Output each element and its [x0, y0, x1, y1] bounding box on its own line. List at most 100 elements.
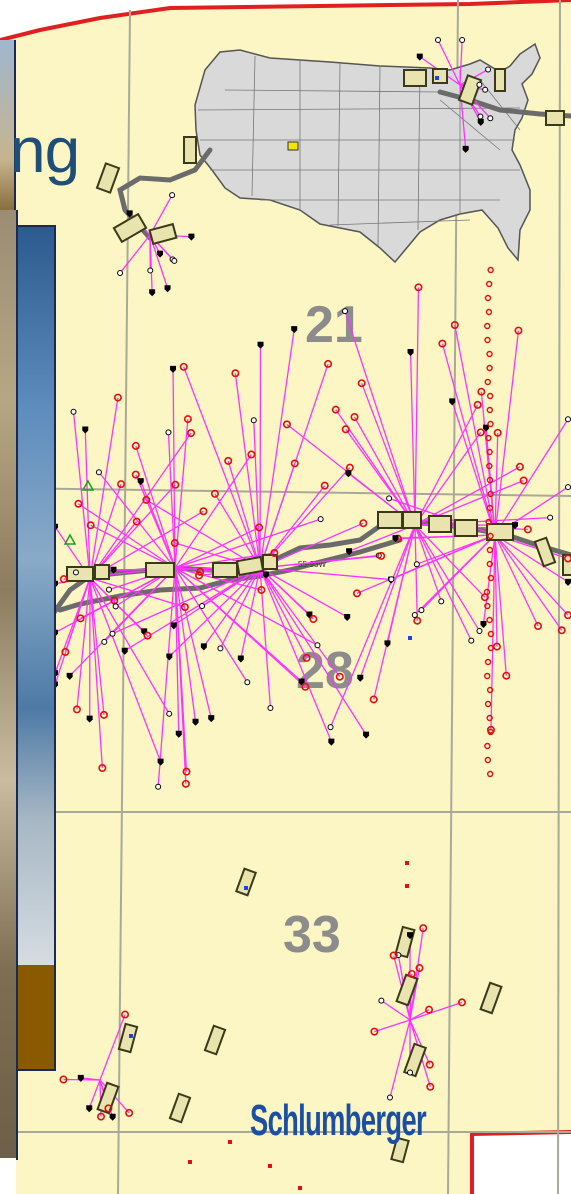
well-black-icon	[449, 398, 456, 406]
well-pad	[183, 136, 197, 164]
well-path	[494, 418, 569, 536]
well-black-icon	[237, 655, 244, 663]
well-red-icon	[450, 321, 459, 330]
well-red-icon	[357, 379, 366, 388]
well-black-icon	[483, 424, 490, 432]
well-open-icon	[217, 645, 224, 652]
well-red-icon	[486, 476, 494, 484]
well-open-icon	[169, 192, 176, 199]
well-red-icon	[183, 415, 192, 424]
well-red-icon	[117, 480, 126, 489]
well-open-icon	[565, 416, 571, 423]
well-black-icon	[137, 478, 144, 486]
well-path	[494, 534, 563, 631]
well-open-icon	[250, 417, 257, 424]
well-red-icon	[199, 507, 208, 516]
well-path	[174, 526, 260, 569]
well-red-icon	[426, 1082, 435, 1091]
well-pad	[94, 564, 110, 580]
well-path	[219, 567, 261, 649]
well-black-icon	[192, 718, 199, 726]
well-black-icon	[157, 758, 164, 766]
well-path	[437, 39, 461, 86]
well-path	[414, 524, 472, 641]
well-blue-icon	[435, 76, 439, 80]
well-path	[494, 432, 499, 536]
well-red-icon	[483, 588, 491, 596]
well-red-icon	[473, 400, 482, 409]
well-pads	[66, 68, 571, 1164]
well-path	[89, 577, 186, 608]
well-path	[494, 534, 569, 583]
well-path	[494, 534, 498, 647]
well-path	[89, 577, 103, 769]
well-black-icon	[82, 426, 89, 434]
well-black-icon	[565, 578, 571, 586]
well-open-icon	[418, 607, 425, 614]
well-red-icon	[359, 519, 368, 528]
well-path	[174, 454, 252, 569]
well-red-icon	[196, 567, 205, 576]
well-path	[253, 420, 261, 569]
well-path	[494, 534, 569, 616]
well-path	[89, 397, 119, 579]
schlumberger-logo: Schlumberger	[250, 1096, 427, 1145]
well-red-icon	[301, 682, 310, 691]
well-red-icon	[493, 428, 502, 437]
well-path	[259, 344, 262, 569]
well-path	[259, 329, 295, 569]
well-pad	[148, 222, 178, 246]
well-path	[76, 577, 91, 710]
well-open-icon	[112, 603, 119, 610]
well-red-icon	[415, 964, 424, 973]
well-path	[359, 524, 416, 679]
well-red-icon	[86, 521, 95, 530]
well-open-icon	[413, 561, 420, 568]
well-pad	[168, 1092, 192, 1124]
well-red-icon	[210, 489, 219, 498]
well-black-icon	[208, 715, 215, 723]
well-path	[259, 567, 308, 659]
well-open-icon	[109, 630, 116, 637]
well-path	[374, 1019, 411, 1033]
well-red-icon	[324, 359, 333, 368]
slide-title-fragment: ng	[10, 114, 80, 186]
well-open-icon	[407, 1069, 414, 1076]
well-path	[361, 382, 416, 526]
well-red-icon	[407, 969, 416, 978]
well-pad	[545, 110, 565, 126]
well-path	[259, 567, 348, 618]
well-black-icon	[346, 548, 353, 556]
well-red-icon	[247, 450, 256, 459]
well-open-icon	[438, 598, 445, 605]
survey-marker-icon	[405, 884, 409, 888]
well-path	[409, 351, 416, 526]
well-black-icon	[109, 1113, 116, 1121]
well-path	[494, 534, 539, 627]
well-paths	[54, 39, 569, 1117]
well-red-icon	[487, 420, 494, 428]
well-red-icon	[181, 779, 190, 788]
well-open-icon	[117, 270, 124, 277]
us-inset-map	[194, 42, 541, 264]
well-path	[119, 234, 151, 274]
well-red-icon	[61, 647, 70, 656]
boundary-line-top	[0, 0, 571, 42]
well-black-icon	[257, 341, 264, 349]
well-red-icon	[320, 481, 329, 490]
well-red-icon	[425, 1060, 434, 1069]
well-red-icon	[171, 480, 180, 489]
well-path	[494, 330, 520, 536]
well-red-icon	[369, 695, 378, 704]
well-path	[54, 577, 91, 674]
well-red-icon	[477, 387, 486, 396]
well-red-icon	[370, 1027, 379, 1036]
well-pad	[377, 511, 403, 529]
well-path	[174, 567, 197, 722]
well-red-icon	[486, 350, 493, 358]
well-pad	[96, 1081, 120, 1115]
well-black-icon	[126, 210, 133, 218]
well-red-icon	[486, 725, 495, 734]
well-pad	[428, 515, 452, 533]
